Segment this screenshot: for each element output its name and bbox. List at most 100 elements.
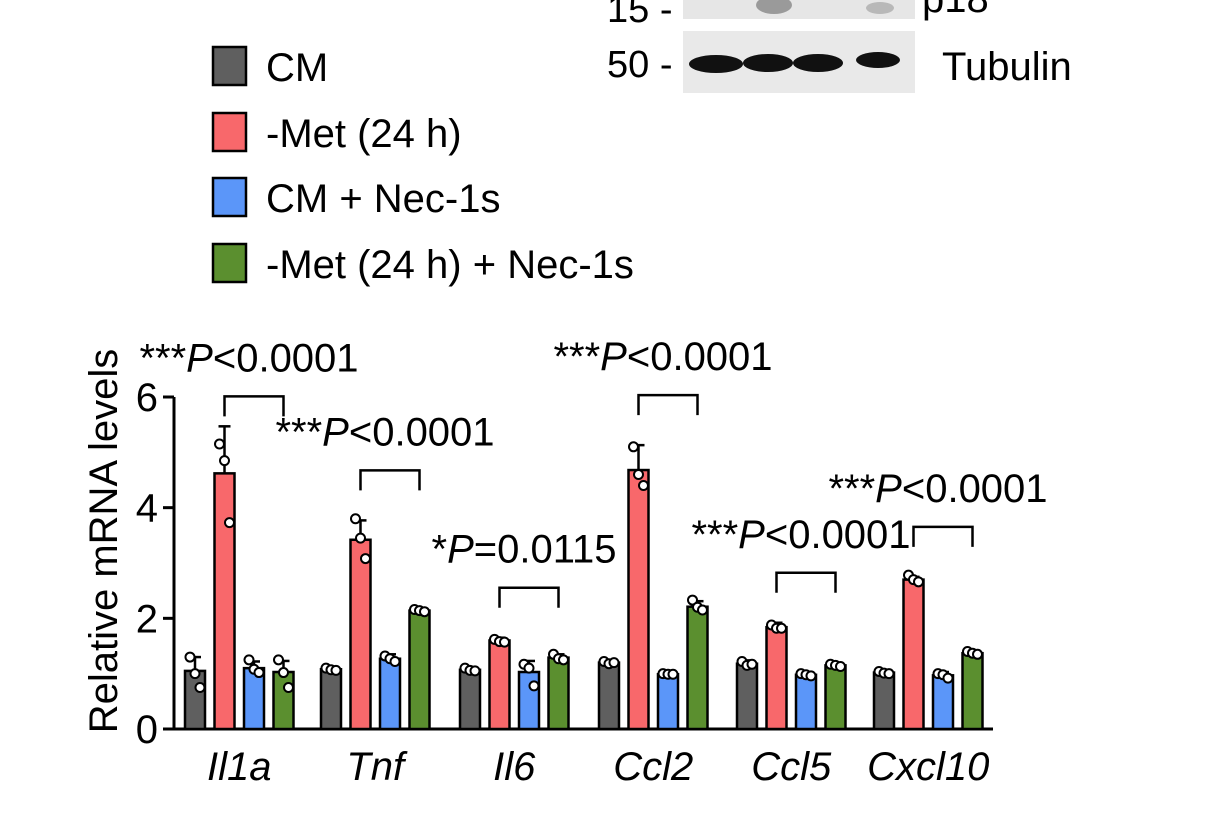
- data-point: [633, 468, 644, 480]
- significance-cxcl10: ***P<0.0001: [828, 467, 1048, 547]
- bar: [735, 662, 759, 731]
- bar: [488, 639, 511, 731]
- significance-ccl5: ***P<0.0001: [691, 513, 911, 593]
- y-tick-label: 6: [136, 376, 158, 420]
- legend-item-met: -Met (24 h): [211, 111, 462, 156]
- data-point: [184, 651, 196, 663]
- legend-item-cm-nec1s: CM + Nec-1s: [211, 176, 501, 221]
- bar: [408, 609, 431, 731]
- blot-panel-top: [683, 0, 915, 19]
- bar: [961, 651, 984, 731]
- significance-label: ***P<0.0001: [139, 336, 358, 380]
- bar: [824, 664, 847, 731]
- bar: [378, 657, 402, 731]
- legend-label-cm: CM: [266, 46, 328, 90]
- legend: CM -Met (24 h) CM + Nec-1s -Met (24 h) +…: [211, 45, 634, 287]
- x-tick-label: Il6: [493, 745, 536, 789]
- bar: [517, 670, 541, 731]
- bar: [349, 538, 372, 731]
- category-group-tnf: [319, 513, 431, 731]
- blot-band-tubulin-2: [743, 54, 793, 72]
- data-point: [350, 513, 361, 525]
- significance-p: P: [186, 336, 213, 380]
- bar: [547, 656, 570, 731]
- bar: [794, 673, 818, 731]
- data-point: [283, 682, 294, 693]
- significance-bracket: [912, 525, 974, 547]
- significance-p: P: [600, 335, 627, 379]
- legend-item-met-nec1s: -Met (24 h) + Nec-1s: [211, 242, 634, 287]
- significance-label: ***P<0.0001: [553, 335, 772, 379]
- blot-label-p18: p18: [922, 0, 989, 21]
- legend-swatch-met-nec1s: [211, 242, 248, 284]
- data-point: [224, 517, 235, 529]
- data-point: [523, 662, 535, 674]
- data-point: [273, 654, 284, 666]
- significance-tnf: ***P<0.0001: [275, 410, 495, 491]
- legend-item-cm: CM: [211, 45, 328, 90]
- significance-stars: ***: [275, 410, 322, 454]
- legend-label-cm-nec1s: CM + Nec-1s: [266, 177, 501, 221]
- bar: [656, 672, 680, 731]
- data-point: [528, 680, 540, 692]
- legend-swatch-met: [211, 111, 248, 153]
- legend-swatch-cm-nec1s: [211, 176, 248, 218]
- bar: [183, 669, 207, 731]
- significance-il1a: ***P<0.0001: [139, 336, 359, 417]
- bar-chart: Relative mRNA levels 0 2 4 6 Il1a Tnf Il6 Ccl2 C…: [82, 335, 1048, 789]
- data-point: [419, 606, 430, 618]
- significance-stars: ***: [828, 467, 875, 511]
- category-group-il1a: [183, 425, 295, 731]
- x-tick-label: Cxcl10: [867, 745, 989, 789]
- significance-p: P: [738, 513, 765, 557]
- blot-band-top-2: [756, 0, 792, 14]
- legend-label-met: -Met (24 h): [266, 112, 462, 156]
- significance-stars: ***: [553, 335, 600, 379]
- significance-value: <0.0001: [349, 410, 495, 454]
- significance-p: P: [875, 467, 902, 511]
- significance-stars: *: [432, 528, 448, 572]
- data-point: [638, 480, 649, 492]
- significance-label: ***P<0.0001: [691, 513, 910, 557]
- blot-band-tubulin-4: [856, 52, 900, 68]
- bar: [272, 670, 295, 731]
- bar: [872, 671, 896, 731]
- y-tick-label: 4: [136, 487, 158, 531]
- data-point: [776, 622, 787, 634]
- x-tick-label: Ccl5: [751, 745, 832, 789]
- legend-swatch-cm: [211, 45, 248, 87]
- data-point: [942, 672, 954, 684]
- significance-value: <0.0001: [627, 335, 773, 379]
- significance-label: ***P<0.0001: [828, 467, 1047, 511]
- bar: [458, 668, 482, 731]
- data-point: [913, 576, 924, 588]
- blot-marker-15: 15 -: [607, 0, 672, 31]
- bar: [319, 667, 343, 731]
- data-point: [687, 594, 698, 606]
- legend-label-met-nec1s: -Met (24 h) + Nec-1s: [266, 243, 634, 287]
- significance-label: ***P<0.0001: [275, 410, 494, 454]
- data-point: [499, 636, 510, 648]
- data-point: [628, 441, 639, 453]
- bar: [213, 472, 236, 731]
- data-point: [189, 668, 201, 680]
- bar: [931, 674, 955, 731]
- data-point: [805, 670, 817, 682]
- significance-bracket: [775, 571, 837, 593]
- significance-bracket: [637, 393, 699, 416]
- blot-band-top-4: [866, 2, 894, 14]
- data-point: [355, 532, 366, 544]
- data-point: [972, 648, 983, 660]
- data-point: [667, 668, 679, 680]
- data-point: [835, 660, 846, 672]
- data-point: [697, 604, 708, 616]
- bar: [627, 468, 650, 731]
- y-tick-label: 2: [136, 597, 158, 641]
- x-tick-label: Tnf: [346, 745, 408, 789]
- bar: [902, 578, 925, 731]
- category-group-il6: [458, 633, 570, 731]
- category-group-ccl5: [735, 619, 847, 731]
- x-tick-label: Il1a: [207, 745, 272, 789]
- significance-ccl2: ***P<0.0001: [553, 335, 773, 416]
